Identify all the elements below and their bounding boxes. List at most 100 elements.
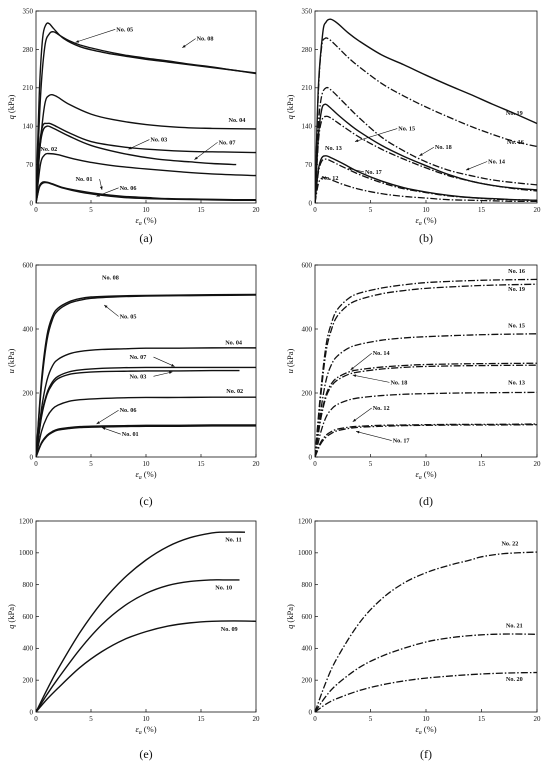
series-label: No. 14 [373,350,390,357]
series-pointer-head [352,418,357,422]
x-axis-variable: ε [135,469,139,479]
panel-b: 0 5 10 15 20 0 70 140 210 280 350 q(kPa) εa (%) No. 19… [285,7,541,245]
y-axis-label: u(kPa) [6,349,16,374]
series-label: No. 15 [398,126,415,133]
y-axis-unit: (kPa) [285,604,295,623]
series-label: No. 04 [225,339,242,346]
x-tick-label: 0 [34,206,38,214]
y-tick-label: 1000 [298,549,313,557]
series-line-16 [315,278,537,457]
series-line-07 [36,152,256,203]
y-tick-label: 280 [302,46,313,54]
series-pointer [75,29,116,43]
series-pointer [128,139,150,150]
series-label: No. 16 [508,268,525,275]
series-pointer [350,353,372,371]
series-label: No. 15 [508,322,525,329]
series-pointer-head [102,427,106,430]
series-pointer [352,374,390,383]
y-tick-label: 0 [309,708,313,716]
series-pointer [153,371,173,377]
series-line-10 [36,579,240,712]
series-line-12 [315,423,537,457]
y-tick-label: 600 [302,261,313,269]
x-tick-label: 5 [369,715,373,723]
series-label: No. 07 [219,139,236,146]
series-label: No. 01 [122,431,139,438]
series-label: No. 03 [150,137,167,144]
panel-caption: (d) [419,494,433,508]
x-tick-label: 0 [313,460,317,468]
series-line-07 [36,366,256,457]
svg-text:q(kPa): q(kPa) [6,604,16,629]
x-axis-unit: (%) [144,724,157,734]
y-tick-label: 70 [26,161,34,169]
series-label: No. 05 [116,26,133,33]
y-tick-label: 0 [30,708,34,716]
x-axis-subscript: a [419,221,422,227]
y-tick-label: 200 [302,389,313,397]
series-line-05 [36,294,256,457]
series-pointer [354,128,398,142]
series-label: No. 20 [506,676,523,683]
y-axis-variable: q [6,114,16,119]
series-line-17 [315,158,537,203]
x-axis-subscript: a [139,221,142,227]
series-label: No. 16 [507,139,524,146]
y-tick-label: 0 [30,453,34,461]
series-line-06 [36,424,256,457]
series-label: No. 03 [130,373,147,380]
x-tick-label: 10 [143,206,151,214]
series-line-19 [315,18,537,203]
series-pointer [153,356,175,367]
x-tick-label: 15 [478,206,486,214]
x-tick-label: 5 [89,460,93,468]
x-tick-label: 20 [253,715,261,723]
series-pointer [355,431,392,441]
series-label: No. 04 [229,117,246,124]
x-axis-subscript: a [139,730,142,736]
y-tick-label: 140 [302,123,313,131]
series-line-08 [36,31,256,203]
y-tick-label: 200 [302,677,313,685]
y-axis-variable: q [6,624,16,629]
series-line-09 [36,620,256,712]
x-tick-label: 10 [423,460,431,468]
x-axis-label: εa (%) [135,215,156,227]
series-label: No. 08 [197,36,214,43]
series-pointer [96,409,119,425]
y-tick-label: 600 [23,261,34,269]
x-axis-unit: (%) [424,724,437,734]
series-pointer-head [354,139,359,142]
series-label: No. 02 [40,146,57,153]
series-label: No. 07 [130,354,147,361]
x-tick-label: 15 [478,715,486,723]
series-pointer-head [348,167,352,171]
series-pointer-head [182,44,186,48]
series-label: No. 18 [435,144,452,151]
x-tick-label: 0 [34,460,38,468]
series-label: No. 14 [488,159,505,166]
svg-text:u(kPa): u(kPa) [285,349,295,374]
y-tick-label: 0 [309,453,313,461]
y-tick-label: 210 [302,84,313,92]
series-line-05 [36,22,256,203]
x-axis-variable: ε [415,469,419,479]
series-label: No. 12 [373,405,390,412]
series-pointer-head [99,186,103,190]
panel-caption: (c) [139,494,152,508]
x-tick-label: 15 [478,460,486,468]
y-axis-unit: (kPa) [6,604,16,623]
series-label: No. 21 [506,623,523,630]
series-line-11 [36,531,246,712]
series-label: No. 22 [501,541,518,548]
series-pointer [101,427,121,435]
x-axis-unit: (%) [144,469,157,479]
series-pointer-head [168,371,173,374]
series-line-04 [36,347,256,457]
plot-frame [314,520,538,713]
